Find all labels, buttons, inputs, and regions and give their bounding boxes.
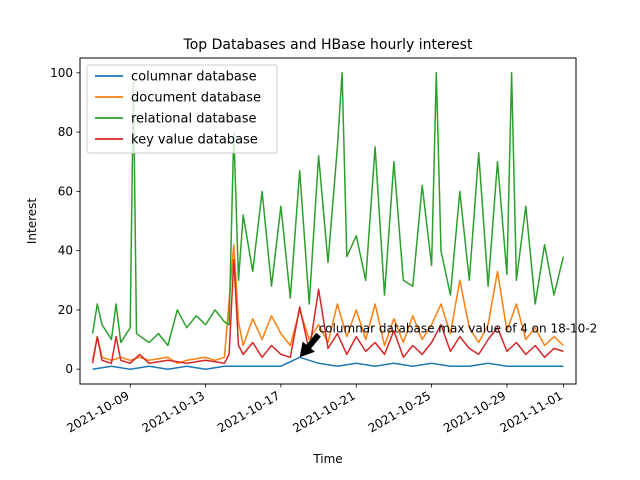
y-tick-label: 40 (58, 244, 73, 258)
series-line-key-value-database (91, 258, 564, 365)
y-tick-label: 20 (58, 303, 73, 317)
x-tick-label: 2021-10-29 (441, 388, 508, 435)
y-tick-label: 60 (58, 184, 73, 198)
x-tick-label: 2021-10-09 (64, 388, 131, 435)
y-tick-label: 0 (65, 362, 73, 376)
x-tick-label: 2021-10-17 (215, 388, 282, 435)
y-axis-label: Interest (25, 198, 39, 245)
plot-lines (91, 72, 565, 370)
annotation: columnar database max value of 4 on 18-1… (299, 322, 598, 358)
series-line-document-database (91, 243, 564, 365)
x-tick-label: 2021-10-21 (290, 388, 357, 435)
legend-box (86, 64, 278, 154)
annotation-arrow (299, 332, 321, 358)
legend-label: columnar database (131, 70, 257, 85)
legend-label: key value database (131, 133, 258, 148)
x-axis-label: Time (312, 452, 342, 466)
plot-frame (79, 57, 577, 385)
legend-label: relational database (131, 112, 257, 127)
y-axis: 0 20 40 60 80 100 (50, 66, 80, 376)
y-tick-label: 80 (58, 125, 73, 139)
legend: columnar database document database relati… (86, 64, 278, 154)
y-tick-label: 100 (50, 66, 73, 80)
annotation-text: columnar database max value of 4 on 18-1… (319, 322, 598, 336)
series-line-columnar-database (92, 356, 564, 370)
legend-label: document database (131, 91, 261, 106)
x-axis: 2021-10-09 2021-10-13 2021-10-17 2021-10-21… (64, 384, 565, 435)
series-line-relational-database (91, 72, 565, 347)
x-tick-label: 2021-10-25 (366, 388, 433, 435)
chart-title: Top Databases and HBase hourly interest (183, 37, 473, 53)
x-tick-label: 2021-11-01 (498, 388, 565, 435)
x-tick-label: 2021-10-13 (140, 388, 207, 435)
